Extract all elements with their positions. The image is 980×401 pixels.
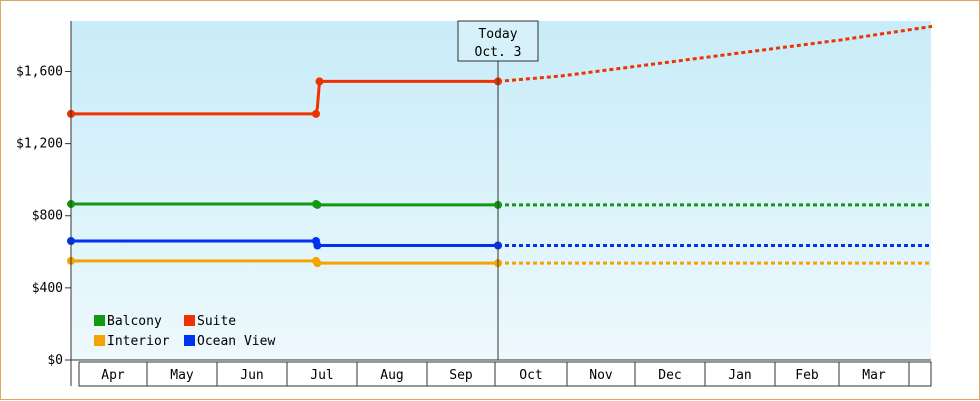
- y-tick-label: $800: [32, 209, 63, 224]
- legend-swatch-ocean-view: [184, 335, 195, 346]
- month-label: Jan: [728, 368, 751, 383]
- y-tick-label: $0: [47, 353, 63, 368]
- point-suite: [315, 77, 324, 86]
- series-suite-history: [71, 79, 498, 116]
- legend-label-balcony: Balcony: [107, 314, 162, 329]
- series-layer: [67, 24, 933, 268]
- month-label: Jun: [240, 368, 263, 383]
- legend-label-ocean-view: Ocean View: [197, 334, 275, 349]
- legend: Balcony Suite Interior Ocean View: [94, 314, 275, 349]
- today-box: [457, 20, 539, 62]
- month-label: Mar: [862, 368, 886, 383]
- month-label: Sep: [449, 368, 473, 383]
- today-label-line: Oct. 3: [475, 45, 522, 60]
- point-interior: [313, 259, 322, 268]
- month-label: Nov: [589, 368, 613, 383]
- y-tick-label: $400: [32, 281, 63, 296]
- month-label: Jul: [310, 368, 333, 383]
- y-tick-label: $1,600: [16, 64, 63, 79]
- legend-swatch-interior: [94, 335, 105, 346]
- plot-area: [71, 21, 931, 360]
- today-marker: Today Oct. 3: [457, 20, 539, 360]
- series-suite-forecast: [497, 24, 933, 83]
- legend-swatch-balcony: [94, 315, 105, 326]
- legend-label-suite: Suite: [197, 314, 236, 329]
- month-bar: [78, 361, 932, 387]
- month-label: May: [170, 368, 194, 383]
- series-balcony-history: [71, 202, 498, 207]
- y-tick-label: $1,200: [16, 137, 63, 152]
- today-label-line: Today: [478, 27, 517, 42]
- month-label: Oct: [519, 368, 542, 383]
- point-ocean-view: [313, 241, 322, 250]
- legend-label-interior: Interior: [107, 334, 170, 349]
- axes: $0 $400 $800 $1,200 $1,600 Apr May Jun Jul Aug Sep…: [16, 21, 932, 387]
- legend-swatch-suite: [184, 315, 195, 326]
- month-label: Apr: [101, 368, 125, 383]
- month-label: Feb: [795, 368, 819, 383]
- point-suite: [312, 109, 320, 118]
- month-label: Dec: [658, 368, 681, 383]
- point-balcony: [313, 200, 322, 209]
- month-label: Aug: [380, 368, 403, 383]
